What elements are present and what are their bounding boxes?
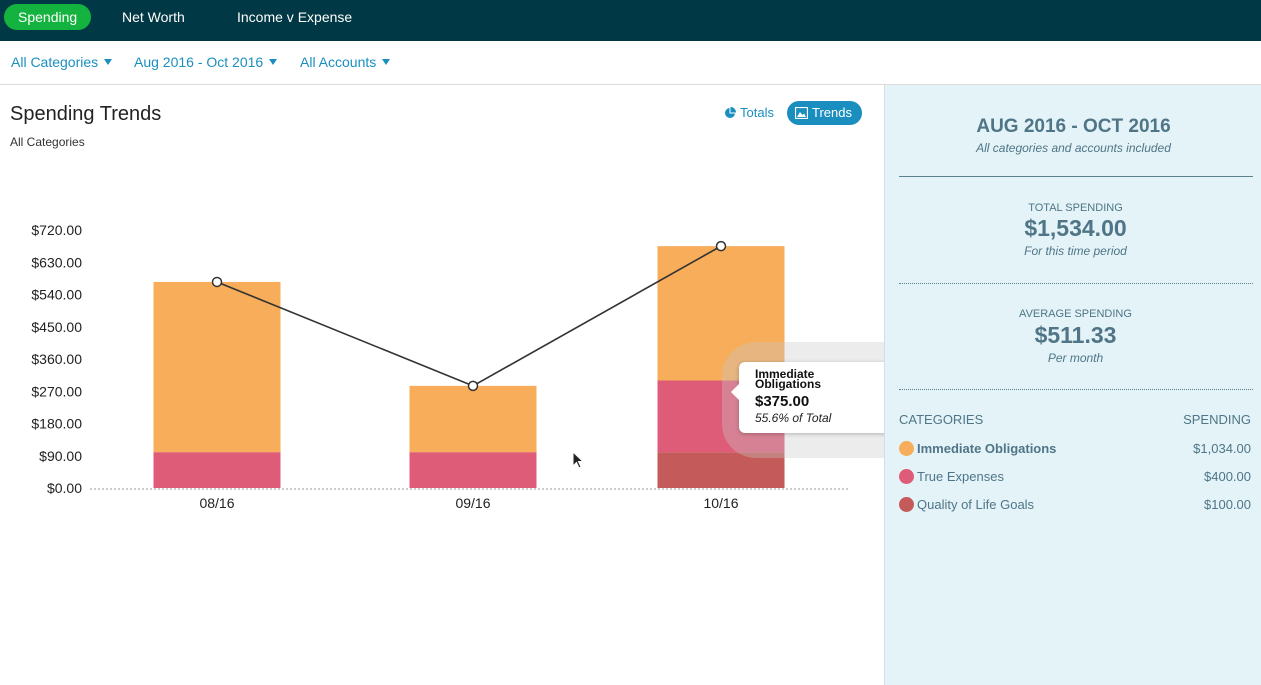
category-filter-label: All Categories <box>11 54 99 70</box>
bar-segment-true-expenses[interactable] <box>153 452 281 488</box>
summary-panel: AUG 2016 - OCT 2016 All categories and a… <box>884 85 1261 685</box>
tooltip-percent: 55.6% of Total <box>755 411 832 425</box>
filter-bar: All Categories Aug 2016 - Oct 2016 All A… <box>0 41 1261 85</box>
summary-period: AUG 2016 - OCT 2016 <box>976 116 1171 137</box>
legend-swatch-icon <box>899 469 914 484</box>
totals-toggle-label: Totals <box>740 105 774 120</box>
bar-segment-immediate-obligations[interactable] <box>657 246 785 381</box>
spending-header: SPENDING <box>1183 412 1251 427</box>
category-row-true-expenses[interactable]: True Expenses $400.00 <box>899 468 1251 486</box>
y-tick-label: $720.00 <box>31 222 82 238</box>
chart-tooltip: Immediate Obligations $375.00 55.6% of T… <box>731 362 899 433</box>
bar-segment-immediate-obligations[interactable] <box>409 385 537 453</box>
tab-income-v-expense[interactable]: Income v Expense <box>237 9 353 25</box>
category-name: True Expenses <box>917 469 1004 484</box>
tab-net-worth[interactable]: Net Worth <box>122 9 185 25</box>
y-tick-label: $360.00 <box>31 351 82 367</box>
categories-header: CATEGORIES <box>899 412 984 427</box>
total-spending-value: $1,534.00 <box>1024 215 1127 241</box>
category-row-immediate-obligations[interactable]: Immediate Obligations $1,034.00 <box>899 440 1251 458</box>
total-spending-line <box>216 245 722 387</box>
bar-segment-true-expenses[interactable] <box>409 452 537 488</box>
total-line-point[interactable] <box>467 380 479 392</box>
total-spending-note: For this time period <box>1024 244 1127 258</box>
y-tick-label: $180.00 <box>31 416 82 432</box>
average-spending-note: Per month <box>1047 351 1104 365</box>
caret-down-icon <box>269 59 278 65</box>
divider <box>899 176 1253 177</box>
divider <box>899 283 1253 284</box>
average-spending-label: AVERAGE SPENDING <box>1019 308 1132 320</box>
page-title: Spending Trends <box>10 103 162 125</box>
category-amount: $1,034.00 <box>1193 441 1251 456</box>
category-filter-dropdown[interactable]: All Categories <box>11 54 113 70</box>
bar-segment-immediate-obligations[interactable] <box>153 281 281 453</box>
account-filter-dropdown[interactable]: All Accounts <box>300 54 391 70</box>
total-line-point[interactable] <box>211 276 223 288</box>
top-nav: Spending Net Worth Income v Expense <box>0 0 1261 41</box>
x-tick-label: 08/16 <box>199 495 234 511</box>
y-tick-label: $270.00 <box>31 383 82 399</box>
summary-period-note: All categories and accounts included <box>976 141 1171 155</box>
mouse-pointer-icon <box>572 451 585 469</box>
divider <box>899 389 1253 390</box>
y-tick-label: $630.00 <box>31 254 82 270</box>
y-tick-label: $0.00 <box>47 480 82 496</box>
total-line-point[interactable] <box>715 240 727 252</box>
pie-chart-icon <box>725 107 736 118</box>
x-tick-label: 10/16 <box>703 495 738 511</box>
y-tick-label: $450.00 <box>31 319 82 335</box>
page-subtitle: All Categories <box>10 135 85 149</box>
caret-down-icon <box>382 59 391 65</box>
account-filter-label: All Accounts <box>300 54 377 70</box>
trends-toggle-button[interactable]: Trends <box>787 101 862 125</box>
total-spending-label: TOTAL SPENDING <box>1028 202 1123 214</box>
category-amount: $100.00 <box>1204 497 1251 512</box>
category-amount: $400.00 <box>1204 469 1251 484</box>
category-name: Immediate Obligations <box>917 441 1057 456</box>
y-tick-label: $90.00 <box>39 448 82 464</box>
tooltip-amount: $375.00 <box>755 393 810 410</box>
caret-down-icon <box>104 59 113 65</box>
tab-spending[interactable]: Spending <box>4 4 92 30</box>
tooltip-category: Immediate Obligations <box>755 367 821 391</box>
category-row-quality-of-life-goals[interactable]: Quality of Life Goals $100.00 <box>899 496 1251 514</box>
x-tick-label: 09/16 <box>455 495 490 511</box>
totals-toggle-button[interactable]: Totals <box>716 101 784 125</box>
y-tick-label: $540.00 <box>31 287 82 303</box>
main-panel: Spending Trends All Categories Totals Tr… <box>0 85 926 685</box>
period-filter-label: Aug 2016 - Oct 2016 <box>134 54 264 70</box>
period-filter-dropdown[interactable]: Aug 2016 - Oct 2016 <box>134 54 278 70</box>
legend-swatch-icon <box>899 497 914 512</box>
bar-segment-quality-of-life-goals[interactable] <box>657 452 785 488</box>
category-name: Quality of Life Goals <box>917 497 1035 512</box>
legend-swatch-icon <box>899 441 914 456</box>
average-spending-value: $511.33 <box>1034 322 1117 348</box>
image-chart-icon <box>794 106 809 120</box>
trends-toggle-label: Trends <box>812 105 852 120</box>
